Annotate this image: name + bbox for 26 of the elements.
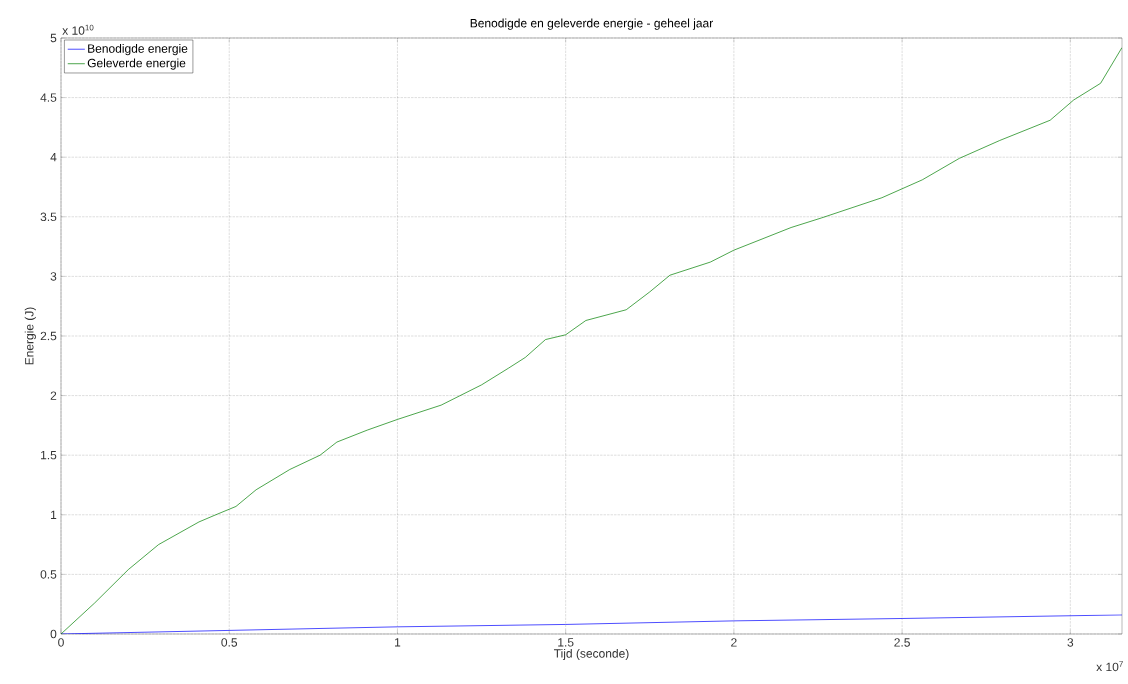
line-series <box>61 614 1122 634</box>
y-tick-label: 4 <box>50 153 57 162</box>
x-tick-label: 0 <box>58 638 64 647</box>
legend-label: Benodigde energie <box>88 43 188 56</box>
x-tick-label: 3 <box>1067 638 1074 647</box>
y-tick-label: 0 <box>50 629 57 639</box>
text: x 10$^{7}$ <box>1096 661 1123 672</box>
y-tick-label: 4.5 <box>40 93 57 102</box>
y-tick-label: 2 <box>50 391 57 400</box>
legend-label: Geleverde energie <box>87 58 186 70</box>
y-tick-label: 0.5 <box>40 570 57 579</box>
y-tick-label: 1.5 <box>41 451 57 460</box>
x-tick-label: 1 <box>395 638 401 647</box>
text: x 10$^{10}$ <box>62 24 94 35</box>
x-axis-title: Tijd (seconde) <box>553 648 629 661</box>
x-tick-label: 2.5 <box>894 638 910 647</box>
y-axis-title: Energie (J) <box>24 307 36 365</box>
y-tick-label: 5 <box>50 33 57 43</box>
x-tick-label: 2 <box>731 638 737 647</box>
chart-title: Benodigde en geleverde energie - geheel jaar <box>470 18 713 30</box>
x-tick-label: 1.5 <box>558 638 574 647</box>
y-tick-label: 2.5 <box>40 331 57 341</box>
x-tick-label: 0.5 <box>221 638 238 647</box>
y-tick-label: 3.5 <box>40 212 57 222</box>
y-tick-label: 3 <box>50 272 57 281</box>
y-tick-label: 1 <box>51 510 57 519</box>
